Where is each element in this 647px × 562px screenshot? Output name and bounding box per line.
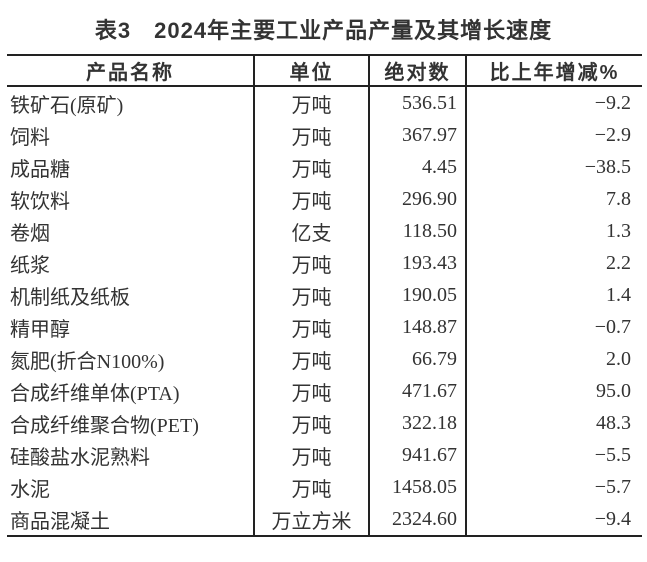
change-cell: −2.9	[594, 123, 631, 146]
unit-cell: 万吨	[254, 119, 370, 151]
table-row: 氮肥(折合N100%) 万吨 66.79 2.0	[7, 343, 642, 375]
product-name-cell: 氮肥(折合N100%)	[7, 343, 255, 375]
change-cell: 2.2	[606, 251, 631, 274]
table-row: 软饮料 万吨 296.90 7.8	[7, 183, 642, 215]
change-cell: 95.0	[596, 379, 631, 402]
change-cell: 2.0	[606, 347, 631, 370]
absolute-value-cell: 941.67	[369, 439, 467, 471]
product-name-cell: 软饮料	[7, 183, 255, 215]
absolute-value-cell: 4.45	[369, 151, 467, 183]
absolute-value-cell: 536.51	[369, 86, 467, 119]
table-row: 水泥 万吨 1458.05 −5.7	[7, 471, 642, 503]
product-name-cell: 合成纤维聚合物(PET)	[7, 407, 255, 439]
table-row: 铁矿石(原矿) 万吨 536.51 −9.2	[7, 86, 642, 119]
unit-cell: 万立方米	[254, 503, 370, 536]
table-row: 机制纸及纸板 万吨 190.05 1.4	[7, 279, 642, 311]
table-row: 精甲醇 万吨 148.87 −0.7	[7, 311, 642, 343]
product-name-cell: 商品混凝土	[7, 503, 255, 536]
absolute-value-cell: 367.97	[369, 119, 467, 151]
change-cell: −38.5	[584, 155, 631, 178]
unit-cell: 万吨	[254, 439, 370, 471]
absolute-value-cell: 471.67	[369, 375, 467, 407]
change-cell: 7.8	[606, 187, 631, 210]
unit-cell: 万吨	[254, 343, 370, 375]
table-title: 表3 2024年主要工业产品产量及其增长速度	[94, 18, 553, 43]
unit-cell: 万吨	[254, 151, 370, 183]
table-row: 硅酸盐水泥熟料 万吨 941.67 −5.5	[7, 439, 642, 471]
absolute-value-cell: 322.18	[369, 407, 467, 439]
table-header: 产品名称 单位 绝对数 比上年增减%	[7, 55, 642, 86]
industrial-output-table: 产品名称 单位 绝对数 比上年增减% 铁矿石(原矿) 万吨 536.51 −9.2 饲料…	[7, 54, 642, 537]
col-header-unit: 单位	[254, 55, 370, 86]
col-header-absolute-value: 绝对数	[369, 55, 467, 86]
absolute-value-cell: 193.43	[369, 247, 467, 279]
unit-cell: 万吨	[254, 311, 370, 343]
product-name-cell: 精甲醇	[7, 311, 255, 343]
product-name-cell: 水泥	[7, 471, 255, 503]
unit-cell: 万吨	[254, 471, 370, 503]
product-name-cell: 纸浆	[7, 247, 255, 279]
product-name-cell: 铁矿石(原矿)	[7, 86, 255, 119]
col-header-product-name: 产品名称	[7, 55, 255, 86]
table-row: 成品糖 万吨 4.45 −38.5	[7, 151, 642, 183]
unit-cell: 亿支	[254, 215, 370, 247]
absolute-value-cell: 118.50	[369, 215, 467, 247]
absolute-value-cell: 190.05	[369, 279, 467, 311]
table-row: 商品混凝土 万立方米 2324.60 −9.4	[7, 503, 642, 536]
absolute-value-cell: 1458.05	[369, 471, 467, 503]
change-cell: 48.3	[596, 411, 631, 434]
unit-cell: 万吨	[254, 279, 370, 311]
table-row: 合成纤维单体(PTA) 万吨 471.67 95.0	[7, 375, 642, 407]
unit-cell: 万吨	[254, 247, 370, 279]
product-name-cell: 成品糖	[7, 151, 255, 183]
unit-cell: 万吨	[254, 183, 370, 215]
unit-cell: 万吨	[254, 86, 370, 119]
change-cell: 1.4	[606, 283, 631, 306]
table-row: 饲料 万吨 367.97 −2.9	[7, 119, 642, 151]
unit-cell: 万吨	[254, 375, 370, 407]
product-name-cell: 硅酸盐水泥熟料	[7, 439, 255, 471]
unit-cell: 万吨	[254, 407, 370, 439]
change-cell: 1.3	[606, 219, 631, 242]
absolute-value-cell: 148.87	[369, 311, 467, 343]
table-row: 纸浆 万吨 193.43 2.2	[7, 247, 642, 279]
product-name-cell: 机制纸及纸板	[7, 279, 255, 311]
col-header-yoy-change: 比上年增减%	[489, 62, 620, 84]
absolute-value-cell: 296.90	[369, 183, 467, 215]
product-name-cell: 合成纤维单体(PTA)	[7, 375, 255, 407]
change-cell: −9.2	[594, 91, 631, 114]
product-name-cell: 卷烟	[7, 215, 255, 247]
product-name-cell: 饲料	[7, 119, 255, 151]
table-body: 铁矿石(原矿) 万吨 536.51 −9.2 饲料 万吨 367.97 −2.9 成品糖 万吨 4.…	[7, 86, 642, 536]
absolute-value-cell: 66.79	[369, 343, 467, 375]
change-cell: −5.5	[594, 443, 631, 466]
table-row: 卷烟 亿支 118.50 1.3	[7, 215, 642, 247]
header-row: 产品名称 单位 绝对数 比上年增减%	[7, 55, 642, 86]
table-row: 合成纤维聚合物(PET) 万吨 322.18 48.3	[7, 407, 642, 439]
page: 表3 2024年主要工业产品产量及其增长速度 产品名称 单位 绝对数 比上年增减…	[0, 13, 647, 562]
absolute-value-cell: 2324.60	[369, 503, 467, 536]
change-cell: −9.4	[594, 507, 631, 530]
change-cell: −5.7	[594, 475, 631, 498]
change-cell: −0.7	[594, 315, 631, 338]
